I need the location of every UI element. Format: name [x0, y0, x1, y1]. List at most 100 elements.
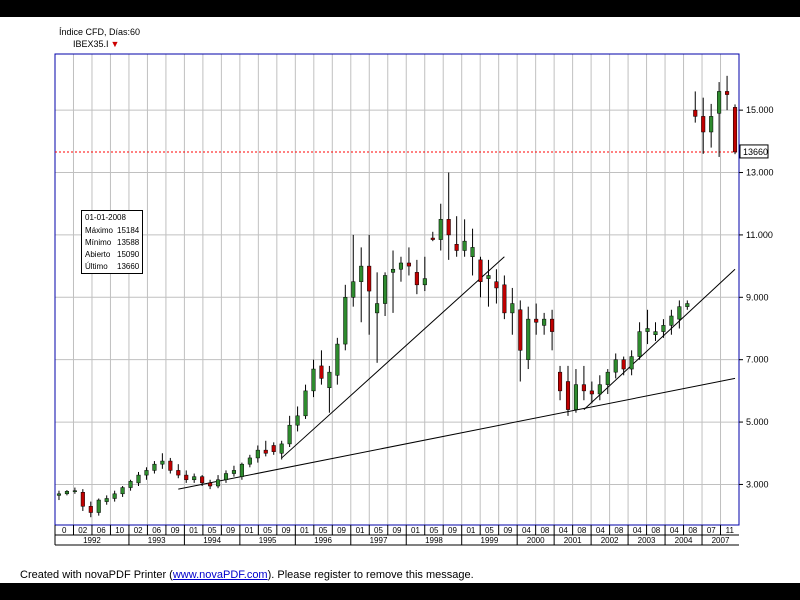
candle-up — [677, 306, 682, 320]
month-tick-label: 08 — [688, 526, 697, 535]
candle-down — [502, 284, 507, 314]
candle-up — [669, 315, 674, 326]
candle-up — [96, 499, 101, 513]
month-tick-label: 04 — [670, 526, 679, 535]
month-tick-label: 05 — [319, 526, 328, 535]
candle-up — [717, 91, 722, 114]
footer-link[interactable]: www.novaPDF.com — [172, 569, 268, 581]
candle-up — [239, 463, 244, 477]
month-tick-label: 05 — [374, 526, 383, 535]
candle-up — [303, 390, 308, 417]
month-tick-label: 08 — [577, 526, 586, 535]
info-label: Máximo — [85, 226, 114, 235]
last-price-tag — [739, 144, 769, 159]
year-tick-label: 1996 — [314, 536, 332, 545]
candle-up — [629, 356, 634, 370]
info-label: Último — [85, 262, 108, 271]
candle-down — [319, 365, 324, 379]
candle-up — [510, 303, 515, 314]
candle-up — [359, 265, 364, 282]
year-tick-label: 2000 — [527, 536, 545, 545]
y-tick-label: 7.000 — [746, 355, 769, 365]
candle-up — [192, 476, 197, 481]
candle-up — [422, 278, 427, 286]
year-tick-label: 2002 — [601, 536, 619, 545]
month-tick-label: 04 — [522, 526, 531, 535]
footer-suffix: ). Please register to remove this messag… — [267, 569, 474, 581]
footer-notice: Created with novaPDF Printer (www.novaPD… — [20, 569, 474, 581]
candle-up — [653, 331, 658, 335]
candle-down — [558, 371, 563, 392]
month-tick-label: 09 — [171, 526, 180, 535]
candle-up — [136, 474, 141, 484]
y-tick-label: 5.000 — [746, 417, 769, 427]
month-tick-label: 09 — [393, 526, 402, 535]
info-row-max: Máximo 15184 — [85, 226, 141, 235]
candle-down — [184, 474, 189, 481]
month-tick-label: 01 — [466, 526, 475, 535]
candle-down — [581, 384, 586, 392]
month-tick-label: 07 — [707, 526, 716, 535]
info-value: 15090 — [117, 250, 140, 259]
candle-up — [661, 325, 666, 332]
candle-up — [613, 359, 618, 373]
candle-up — [462, 240, 467, 251]
year-tick-label: 1992 — [83, 536, 101, 545]
month-tick-label: 0 — [62, 526, 67, 535]
chart-page — [0, 17, 800, 583]
month-tick-label: 02 — [134, 526, 143, 535]
ohlc-info-box: 01-01-2008 Máximo 15184 Mínimo 13588 Abi… — [81, 210, 143, 274]
candle-up — [144, 470, 149, 476]
year-tick-label: 1994 — [203, 536, 221, 545]
candle-up — [72, 490, 77, 492]
candle-up — [343, 297, 348, 345]
plot-frame — [54, 53, 740, 526]
candle-up — [605, 371, 610, 385]
candle-down — [176, 470, 181, 476]
trendline — [178, 377, 736, 490]
month-tick-label: 06 — [152, 526, 161, 535]
month-tick-label: 01 — [189, 526, 198, 535]
info-value: 13588 — [117, 238, 140, 247]
y-tick-label: 9.000 — [746, 292, 769, 302]
month-tick-label: 09 — [282, 526, 291, 535]
candle-up — [112, 493, 117, 499]
candle-down — [446, 219, 451, 236]
trendline — [281, 256, 505, 459]
candle-up — [470, 247, 475, 257]
candle-up — [438, 219, 443, 240]
candle-down — [732, 107, 738, 153]
candle-up — [327, 371, 332, 389]
month-tick-label: 09 — [226, 526, 235, 535]
candle-up — [335, 343, 340, 376]
candle-up — [223, 473, 229, 481]
candle-up — [398, 262, 404, 270]
candle-up — [247, 457, 252, 465]
candle-up — [255, 449, 260, 459]
chart-title: Índice CFD, Días:60 — [59, 27, 141, 37]
month-tick-label: 09 — [337, 526, 346, 535]
month-tick-label: 11 — [726, 526, 735, 535]
month-tick-label: 08 — [651, 526, 660, 535]
year-tick-label: 1993 — [148, 536, 166, 545]
footer-prefix: Created with novaPDF Printer ( — [20, 569, 173, 581]
candle-down — [200, 476, 205, 484]
candle-up — [295, 415, 300, 426]
info-row-min: Mínimo 13588 — [85, 238, 141, 247]
candle-down — [263, 449, 268, 454]
info-row-open: Abierto 15090 — [85, 250, 141, 259]
month-tick-label: 05 — [485, 526, 494, 535]
month-tick-label: 01 — [356, 526, 365, 535]
info-value: 13660 — [117, 262, 140, 271]
y-tick-label: 13.000 — [746, 168, 774, 178]
candle-down — [589, 390, 594, 395]
symbol-dropdown-icon[interactable]: ▼ — [110, 39, 120, 49]
candle-down — [701, 116, 706, 133]
month-tick-label: 04 — [559, 526, 568, 535]
symbol-label[interactable]: IBEX35.I ▼ — [73, 39, 119, 49]
y-tick-label: 11.000 — [746, 230, 773, 240]
info-label: Abierto — [85, 250, 111, 259]
month-tick-label: 06 — [97, 526, 106, 535]
candle-down — [534, 318, 539, 323]
